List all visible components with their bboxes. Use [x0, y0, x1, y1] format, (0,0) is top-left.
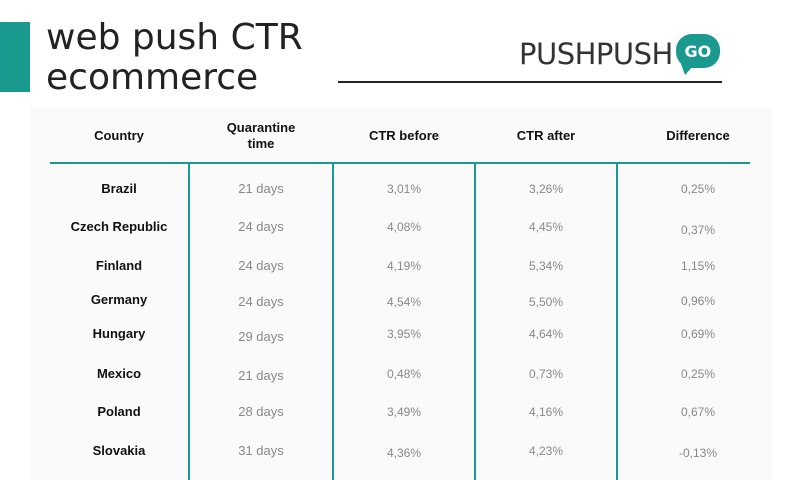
logo-wordmark: PUSHPUSH: [519, 37, 673, 71]
quarantine-cell: 21 days: [238, 181, 284, 196]
ctr-after-cell: 3,26%: [528, 182, 564, 196]
country-cell: Slovakia: [92, 443, 146, 458]
ctr-before-cell: 4,19%: [386, 259, 422, 273]
table-row: Finland 24 days 4,19% 5,34% 1,15%: [0, 254, 800, 278]
quarantine-cell: 31 days: [238, 443, 284, 458]
table-row: Hungary 29 days 3,95% 4,64% 0,69%: [0, 322, 800, 346]
ctr-after-cell: 5,50%: [528, 295, 564, 309]
difference-cell: 0,69%: [680, 327, 716, 341]
column-header-country: Country: [94, 128, 144, 143]
page-title: web push CTR ecommerce: [46, 18, 303, 98]
page-title-line-2: ecommerce: [46, 57, 259, 98]
ctr-after-cell: 4,16%: [528, 405, 564, 419]
column-divider: [332, 164, 334, 480]
difference-cell: 0,25%: [680, 182, 716, 196]
country-cell: Brazil: [101, 181, 137, 196]
ctr-before-cell: 3,49%: [386, 405, 422, 419]
logo-badge-text: GO: [684, 41, 712, 61]
page-title-line-1: web push CTR: [46, 17, 303, 58]
quarantine-cell: 29 days: [238, 329, 284, 344]
ctr-before-cell: 4,08%: [386, 220, 422, 234]
column-header-quarantine-time: Quarantine time: [226, 120, 296, 151]
accent-bar: [0, 22, 30, 92]
ctr-before-cell: 4,54%: [386, 295, 422, 309]
ctr-before-cell: 3,95%: [386, 327, 422, 341]
country-cell: Poland: [97, 404, 141, 419]
table-row: Czech Republic 24 days 4,08% 4,45% 0,37%: [0, 215, 800, 239]
table-row: Germany 24 days 4,54% 5,50% 0,96%: [0, 288, 800, 312]
table-background: [30, 108, 772, 480]
country-cell: Czech Republic: [70, 219, 168, 234]
quarantine-cell: 24 days: [238, 294, 284, 309]
column-header-difference: Difference: [666, 128, 730, 143]
title-divider: [338, 81, 722, 83]
difference-cell: 1,15%: [680, 259, 716, 273]
column-header-ctr-after: CTR after: [516, 128, 576, 143]
column-divider: [616, 164, 618, 480]
column-header-ctr-before: CTR before: [368, 128, 440, 143]
column-divider: [474, 164, 476, 480]
country-cell: Hungary: [92, 326, 146, 341]
ctr-after-cell: 4,45%: [528, 220, 564, 234]
ctr-after-cell: 4,23%: [528, 444, 564, 458]
ctr-before-cell: 4,36%: [386, 446, 422, 460]
quarantine-cell: 24 days: [238, 258, 284, 273]
quarantine-cell: 28 days: [238, 404, 284, 419]
ctr-before-cell: 0,48%: [386, 367, 422, 381]
speech-bubble-icon: GO: [675, 34, 720, 75]
ctr-after-cell: 4,64%: [528, 327, 564, 341]
difference-cell: 0,25%: [680, 367, 716, 381]
country-cell: Germany: [90, 292, 148, 307]
ctr-before-cell: 3,01%: [386, 182, 422, 196]
country-cell: Mexico: [96, 366, 142, 381]
quarantine-cell: 21 days: [238, 368, 284, 383]
ctr-after-cell: 0,73%: [528, 367, 564, 381]
difference-cell: 0,67%: [680, 405, 716, 419]
table-row: Slovakia 31 days 4,36% 4,23% -0,13%: [0, 439, 800, 463]
quarantine-cell: 24 days: [238, 219, 284, 234]
difference-cell: -0,13%: [678, 446, 718, 460]
difference-cell: 0,37%: [680, 223, 716, 237]
difference-cell: 0,96%: [680, 294, 716, 308]
ctr-after-cell: 5,34%: [528, 259, 564, 273]
table-row: Brazil 21 days 3,01% 3,26% 0,25%: [0, 177, 800, 201]
pushpushgo-logo: PUSHPUSH GO: [519, 34, 720, 75]
table-row: Mexico 21 days 0,48% 0,73% 0,25%: [0, 362, 800, 386]
header-divider: [50, 162, 750, 164]
country-cell: Finland: [95, 258, 143, 273]
column-divider: [188, 164, 190, 480]
table-row: Poland 28 days 3,49% 4,16% 0,67%: [0, 400, 800, 424]
